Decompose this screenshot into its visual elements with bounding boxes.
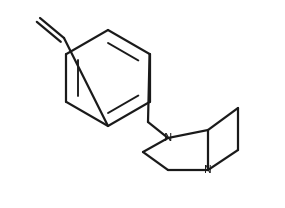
Text: N: N: [164, 133, 172, 143]
Text: N: N: [204, 165, 212, 175]
